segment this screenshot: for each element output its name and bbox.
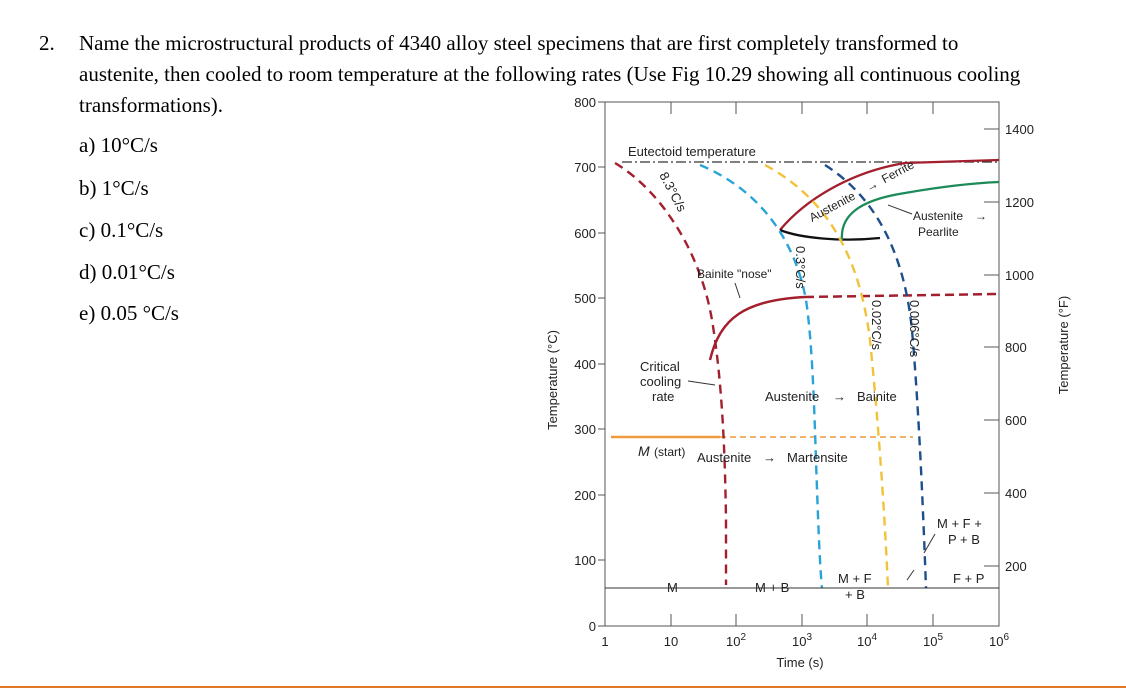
- label-austenite-pearlite-b: Pearlite: [918, 225, 959, 239]
- bainite-ferrite-boundary: [779, 228, 881, 241]
- cooling-curve-0.3: [699, 163, 824, 589]
- x-tick-1e6: 106: [989, 632, 1009, 649]
- y-left-axis-label: Temperature (°C): [545, 330, 560, 430]
- arrow-aus-martensite: →: [763, 450, 776, 465]
- label-aus-martensite-b: Martensite: [787, 450, 848, 465]
- pointer-mfpb: [923, 533, 936, 554]
- y-tick-500: 500: [574, 291, 596, 306]
- x-tick-1: 1: [601, 634, 608, 649]
- y-tick-600: 600: [574, 226, 596, 241]
- label-austenite-ferrite: Austenite → Ferrite: [807, 157, 917, 224]
- part-a: a) 10°C/s: [79, 133, 158, 157]
- x-tick-10: 10: [664, 634, 678, 649]
- label-rate-0.3: 0.3°C/s: [793, 246, 808, 289]
- label-aus-bainite-a: Austenite: [765, 389, 819, 404]
- cooling-curve-0.02: [764, 163, 890, 589]
- part-c: c) 0.1°C/s: [79, 218, 164, 242]
- label-mfpb-2: P + B: [948, 532, 980, 547]
- yr-tick-1400: 1400: [1005, 122, 1034, 137]
- label-aus-martensite-a: Austenite: [697, 450, 751, 465]
- part-d: d) 0.01°C/s: [79, 260, 175, 284]
- svg-text:→: →: [863, 177, 880, 195]
- label-rate-8.3: 8.3°C/s: [656, 169, 690, 214]
- svg-text:Austenite: Austenite: [807, 189, 858, 225]
- product-m-f-1: M + F: [838, 571, 872, 586]
- label-m-start-a: M: [638, 443, 650, 459]
- product-m-f-2: + B: [845, 587, 865, 602]
- label-rate-0.006: 0.006°C/s: [907, 300, 922, 358]
- product-m: M: [667, 580, 678, 595]
- arrow-aus-bainite: →: [833, 389, 846, 404]
- x-tick-1e4: 104: [857, 632, 877, 649]
- ferrite-start-curve: [779, 158, 1000, 231]
- label-mfpb-1: M + F +: [937, 516, 982, 531]
- bottom-rule: [0, 686, 1126, 688]
- pointer-critical: [687, 380, 716, 386]
- yr-tick-600: 600: [1005, 413, 1027, 428]
- part-b: b) 1°C/s: [79, 176, 149, 200]
- label-aus-bainite-b: Bainite: [857, 389, 897, 404]
- pointer-bainite-nose: [734, 282, 741, 299]
- cooling-curve-0.006: [824, 163, 928, 589]
- bainite-start-curve: [708, 295, 806, 361]
- label-critical-1: Critical: [640, 359, 680, 374]
- y-tick-700: 700: [574, 160, 596, 175]
- product-m-b: M + B: [755, 580, 789, 595]
- y-tick-400: 400: [574, 357, 596, 372]
- part-e: e) 0.05 °C/s: [79, 301, 179, 325]
- yr-tick-800: 800: [1005, 340, 1027, 355]
- arrow-austenite-pearlite: →: [975, 209, 987, 223]
- yr-tick-1000: 1000: [1005, 268, 1034, 283]
- label-m-start-b: (start): [654, 445, 685, 459]
- yr-tick-1200: 1200: [1005, 195, 1034, 210]
- question-line-3: transformations).: [79, 93, 224, 117]
- x-axis-label: Time (s): [776, 655, 823, 670]
- question-line-2: austenite, then cooled to room temperatu…: [79, 62, 1021, 86]
- pearlite-start-curve: [840, 180, 1000, 241]
- y-tick-100: 100: [574, 553, 596, 568]
- product-f-p: F + P: [953, 571, 984, 586]
- label-critical-2: cooling: [640, 374, 681, 389]
- y-tick-0: 0: [589, 619, 596, 634]
- y-right-axis-label: Temperature (°F): [1056, 296, 1071, 394]
- yr-tick-400: 400: [1005, 486, 1027, 501]
- label-bainite-nose: Bainite "nose": [697, 267, 772, 281]
- question-number: 2.: [39, 31, 55, 55]
- label-rate-0.02: 0.02°C/s: [869, 300, 884, 351]
- label-austenite-pearlite-a: Austenite: [913, 209, 963, 223]
- x-tick-1e5: 105: [923, 632, 943, 649]
- y-tick-300: 300: [574, 422, 596, 437]
- label-eutectoid: Eutectoid temperature: [628, 144, 756, 159]
- pointer-pearlite: [887, 204, 913, 215]
- label-critical-3: rate: [652, 389, 674, 404]
- yr-tick-200: 200: [1005, 559, 1027, 574]
- y-tick-800: 800: [574, 95, 596, 110]
- y-tick-200: 200: [574, 488, 596, 503]
- pointer-mf: [906, 569, 915, 581]
- bainite-finish-dashed: [804, 292, 1000, 299]
- x-tick-1e2: 102: [726, 632, 746, 649]
- question-line-1: Name the microstructural products of 434…: [79, 31, 959, 55]
- x-tick-1e3: 103: [792, 632, 812, 649]
